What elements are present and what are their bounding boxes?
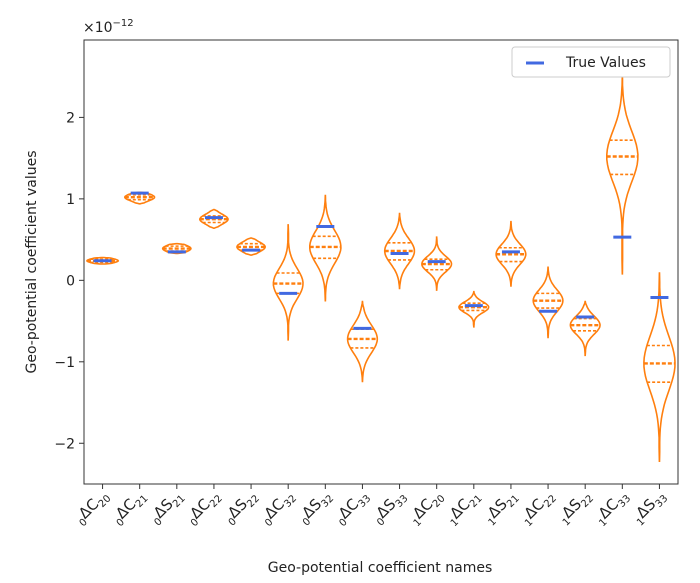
x-tick-label: 0ΔC20 <box>70 486 113 529</box>
violin-body <box>421 236 453 291</box>
x-tick-label: 1ΔS33 <box>628 486 670 528</box>
y-axis-multiplier: ×10−12 <box>83 18 134 36</box>
legend-box <box>511 46 671 78</box>
y-tick-label: −2 <box>54 436 75 452</box>
x-tick-label: 0ΔS32 <box>294 486 336 528</box>
x-tick-label: 0ΔC21 <box>108 486 151 529</box>
x-tick-label: 0ΔS21 <box>145 486 187 528</box>
x-tick-label: 1ΔC21 <box>442 486 485 529</box>
x-tick-label: 0ΔC33 <box>330 486 373 529</box>
violin-body <box>161 242 192 255</box>
x-tick-label: 0ΔC32 <box>256 486 299 529</box>
y-tick-label: 2 <box>66 110 75 126</box>
violin-body <box>346 300 379 383</box>
x-tick-label: 1ΔS22 <box>554 486 596 528</box>
legend: True Values <box>511 46 671 78</box>
x-tick-label: 1ΔC33 <box>590 486 633 529</box>
x-axis-label: Geo-potential coefficient names <box>268 560 493 576</box>
violin-body <box>198 208 229 229</box>
violin-body <box>272 224 304 341</box>
y-tick-label: 0 <box>66 273 75 289</box>
x-tick-label: 0ΔS33 <box>368 486 410 528</box>
y-tick-label: 1 <box>66 192 75 208</box>
x-tick-label: 1ΔC22 <box>516 486 559 529</box>
x-tick-label: 1ΔC20 <box>405 486 448 529</box>
violin-body <box>643 272 676 463</box>
violin-body <box>458 290 490 328</box>
violin-body <box>308 194 342 302</box>
violin-body <box>383 212 416 290</box>
violin-body <box>495 220 527 287</box>
violin-body <box>236 237 267 256</box>
violin-body <box>569 300 601 357</box>
x-tick-label: 0ΔC22 <box>182 486 225 529</box>
y-axis-label: Geo-potential coefficient values <box>24 150 40 373</box>
legend-label: True Values <box>565 55 646 71</box>
x-tick-label: 1ΔS21 <box>480 486 522 528</box>
y-tick-label: −1 <box>54 355 75 371</box>
violin-body <box>532 266 564 339</box>
plot-area-frame <box>83 39 679 485</box>
x-tick-label: 0ΔS22 <box>220 486 262 528</box>
